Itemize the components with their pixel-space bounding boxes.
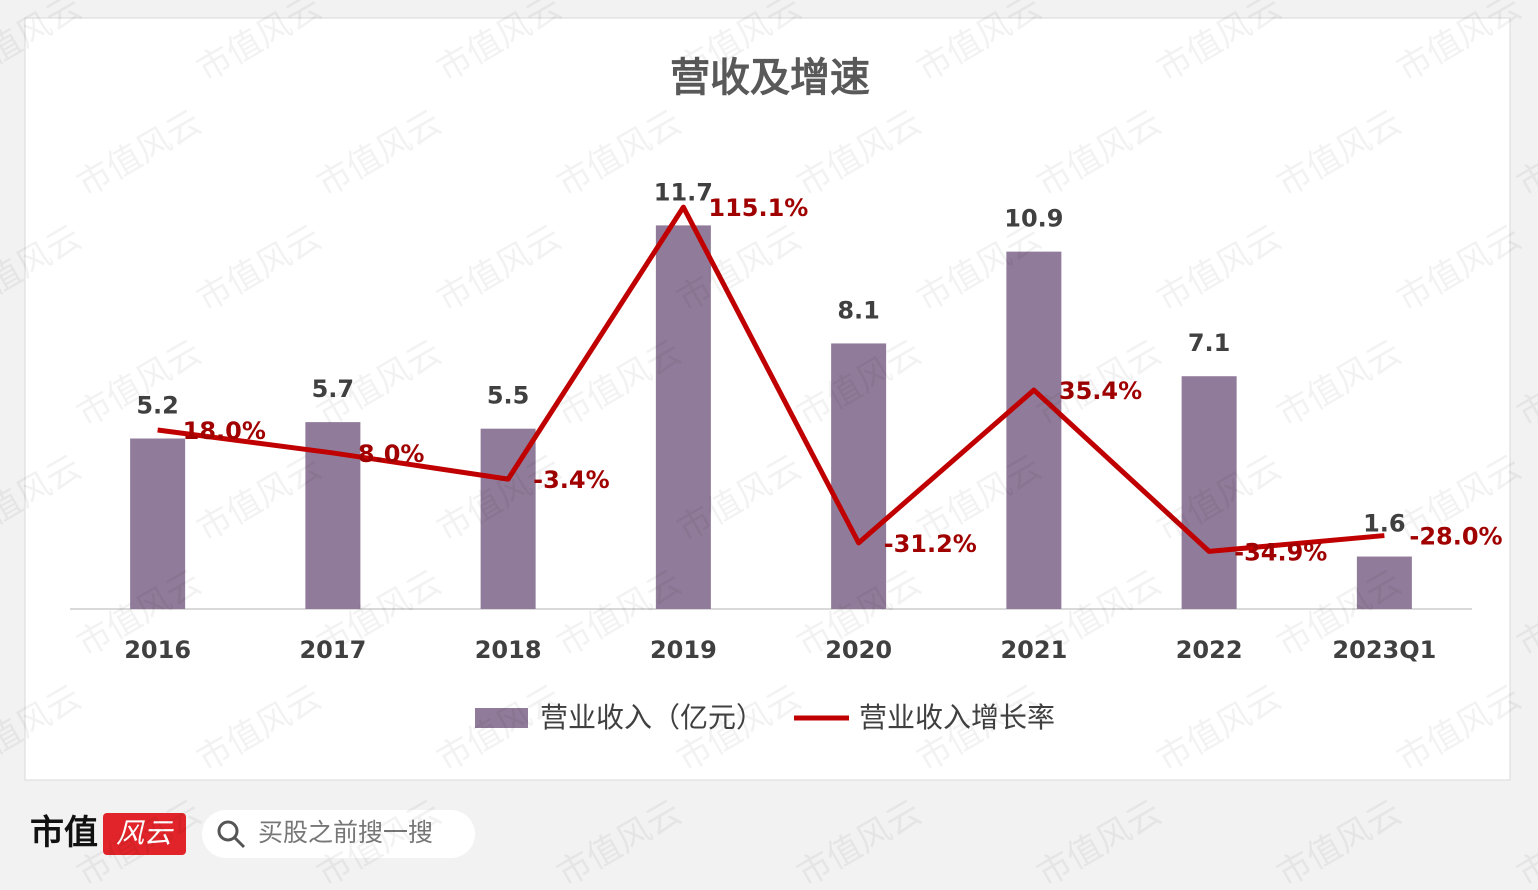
x-tick-label: 2021 [1000,636,1067,664]
bar-label: 10.9 [1004,205,1063,233]
bar-label: 8.1 [837,296,880,324]
legend-label: 营业收入（亿元） [540,701,764,734]
bar-label: 7.1 [1188,329,1231,357]
line-label: -28.0% [1409,523,1502,551]
brand: 市值 [30,813,98,853]
chart-card [24,17,1511,781]
legend-label: 营业收入增长率 [859,701,1055,734]
line-label: 35.4% [1059,377,1142,405]
x-tick-label: 2019 [650,636,717,664]
line-label: 8.0% [358,440,425,468]
search-icon [217,820,239,842]
legend-swatch [475,708,528,728]
line-label: 115.1% [708,194,808,222]
bar-label: 5.7 [312,375,355,403]
line-label: -34.9% [1234,538,1327,566]
chart-title: 营收及增速 [670,55,870,101]
x-tick-label: 2017 [299,636,366,664]
search-icon [233,836,246,849]
bar [480,428,536,609]
bar [655,225,711,609]
line [157,204,1385,554]
search-box[interactable] [202,810,475,858]
bar [831,343,887,609]
x-tick-label: 2022 [1176,636,1243,664]
brand-badge-text: 风云 [116,817,174,850]
line-label: 18.0% [183,417,266,445]
bar-label: 5.2 [136,392,179,420]
bar [1006,251,1062,609]
x-tick-label: 2023Q1 [1332,636,1436,664]
bar [1356,556,1412,609]
bar-label: 1.6 [1363,510,1406,538]
x-tick-label: 2016 [124,636,191,664]
bar-label: 5.5 [487,382,530,410]
line-label: -31.2% [884,530,977,558]
bar [1181,376,1237,609]
x-tick-label: 2020 [825,636,892,664]
x-tick-label: 2018 [475,636,542,664]
brand-badge [103,813,186,855]
bar [130,438,186,609]
bar-label: 11.7 [654,178,713,206]
search-placeholder: 买股之前搜一搜 [258,818,433,847]
line-label: -3.4% [533,466,610,494]
